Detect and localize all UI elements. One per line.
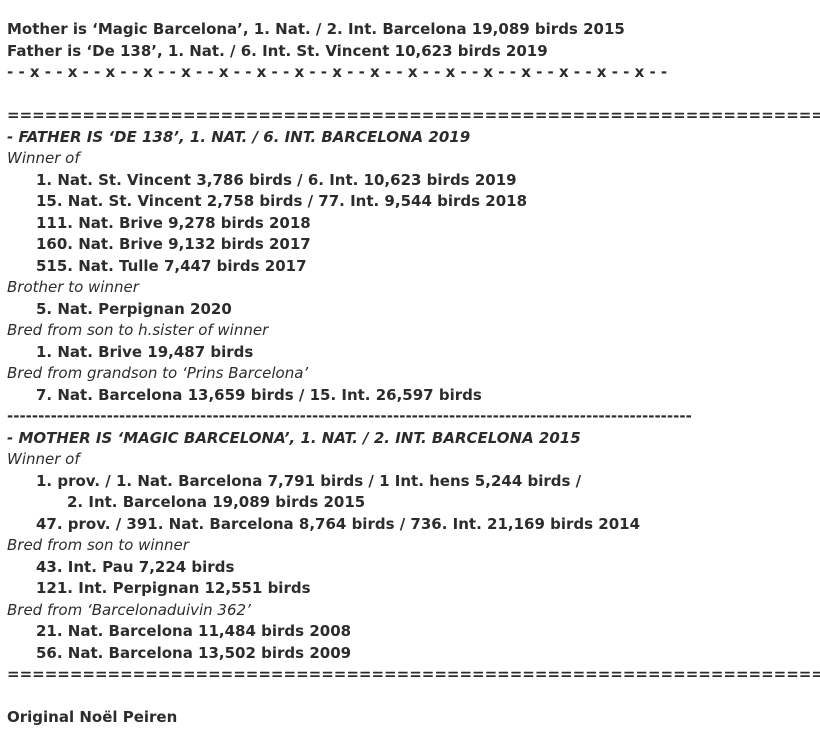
mother-section-title: - MOTHER IS ‘MAGIC BARCELONA’, 1. NAT. /…: [7, 428, 581, 447]
bred-from-label: Bred from son to h.sister of winner: [7, 321, 269, 339]
result-line: 5. Nat. Perpignan 2020: [36, 299, 232, 318]
father-summary-line: Father is ‘De 138’, 1. Nat. / 6. Int. St…: [7, 41, 548, 60]
blank-line: [7, 686, 820, 708]
equals-separator-bottom: ========================================…: [7, 665, 820, 683]
equals-separator-top: ========================================…: [7, 106, 820, 124]
winner-of-label: Winner of: [7, 149, 80, 167]
winner-of-label: Winner of: [7, 450, 80, 468]
result-line: 160. Nat. Brive 9,132 birds 2017: [36, 235, 311, 253]
result-line: 1. Nat. St. Vincent 3,786 birds / 6. Int…: [36, 170, 517, 189]
result-line: 7. Nat. Barcelona 13,659 birds / 15. Int…: [36, 385, 482, 404]
dash-separator: ----------------------------------------…: [7, 407, 692, 425]
result-line: 56. Nat. Barcelona 13,502 birds 2009: [36, 643, 352, 662]
bred-from-label: Bred from grandson to ‘Prins Barcelona’: [7, 364, 309, 382]
result-line: 47. prov. / 391. Nat. Barcelona 8,764 bi…: [36, 514, 641, 533]
result-line: 21. Nat. Barcelona 11,484 birds 2008: [36, 622, 352, 640]
bred-from-label: Bred from son to winner: [7, 536, 189, 554]
result-line: 1. prov. / 1. Nat. Barcelona 7,791 birds…: [36, 471, 582, 490]
result-line: 121. Int. Perpignan 12,551 birds: [36, 579, 311, 597]
blank-line: [7, 84, 820, 106]
pedigree-document: Mother is ‘Magic Barcelona’, 1. Nat. / 2…: [7, 20, 820, 726]
mother-summary-line: Mother is ‘Magic Barcelona’, 1. Nat. / 2…: [7, 20, 625, 38]
result-line: 515. Nat. Tulle 7,447 birds 2017: [36, 256, 307, 275]
bred-from-label: Bred from ‘Barcelonaduivin 362’: [7, 600, 251, 619]
result-continuation-line: 2. Int. Barcelona 19,089 birds 2015: [67, 493, 366, 511]
x-separator: - - x - - x - - x - - x - - x - - x - - …: [7, 63, 668, 81]
result-line: 15. Nat. St. Vincent 2,758 birds / 77. I…: [36, 192, 528, 210]
father-section-title: - FATHER IS ‘DE 138’, 1. NAT. / 6. INT. …: [7, 127, 471, 146]
brother-to-winner-label: Brother to winner: [7, 278, 139, 296]
result-line: 1. Nat. Brive 19,487 birds: [36, 342, 254, 361]
result-line: 43. Int. Pau 7,224 birds: [36, 557, 235, 576]
credit-line: Original Noël Peiren: [7, 708, 178, 726]
result-line: 111. Nat. Brive 9,278 birds 2018: [36, 213, 311, 232]
